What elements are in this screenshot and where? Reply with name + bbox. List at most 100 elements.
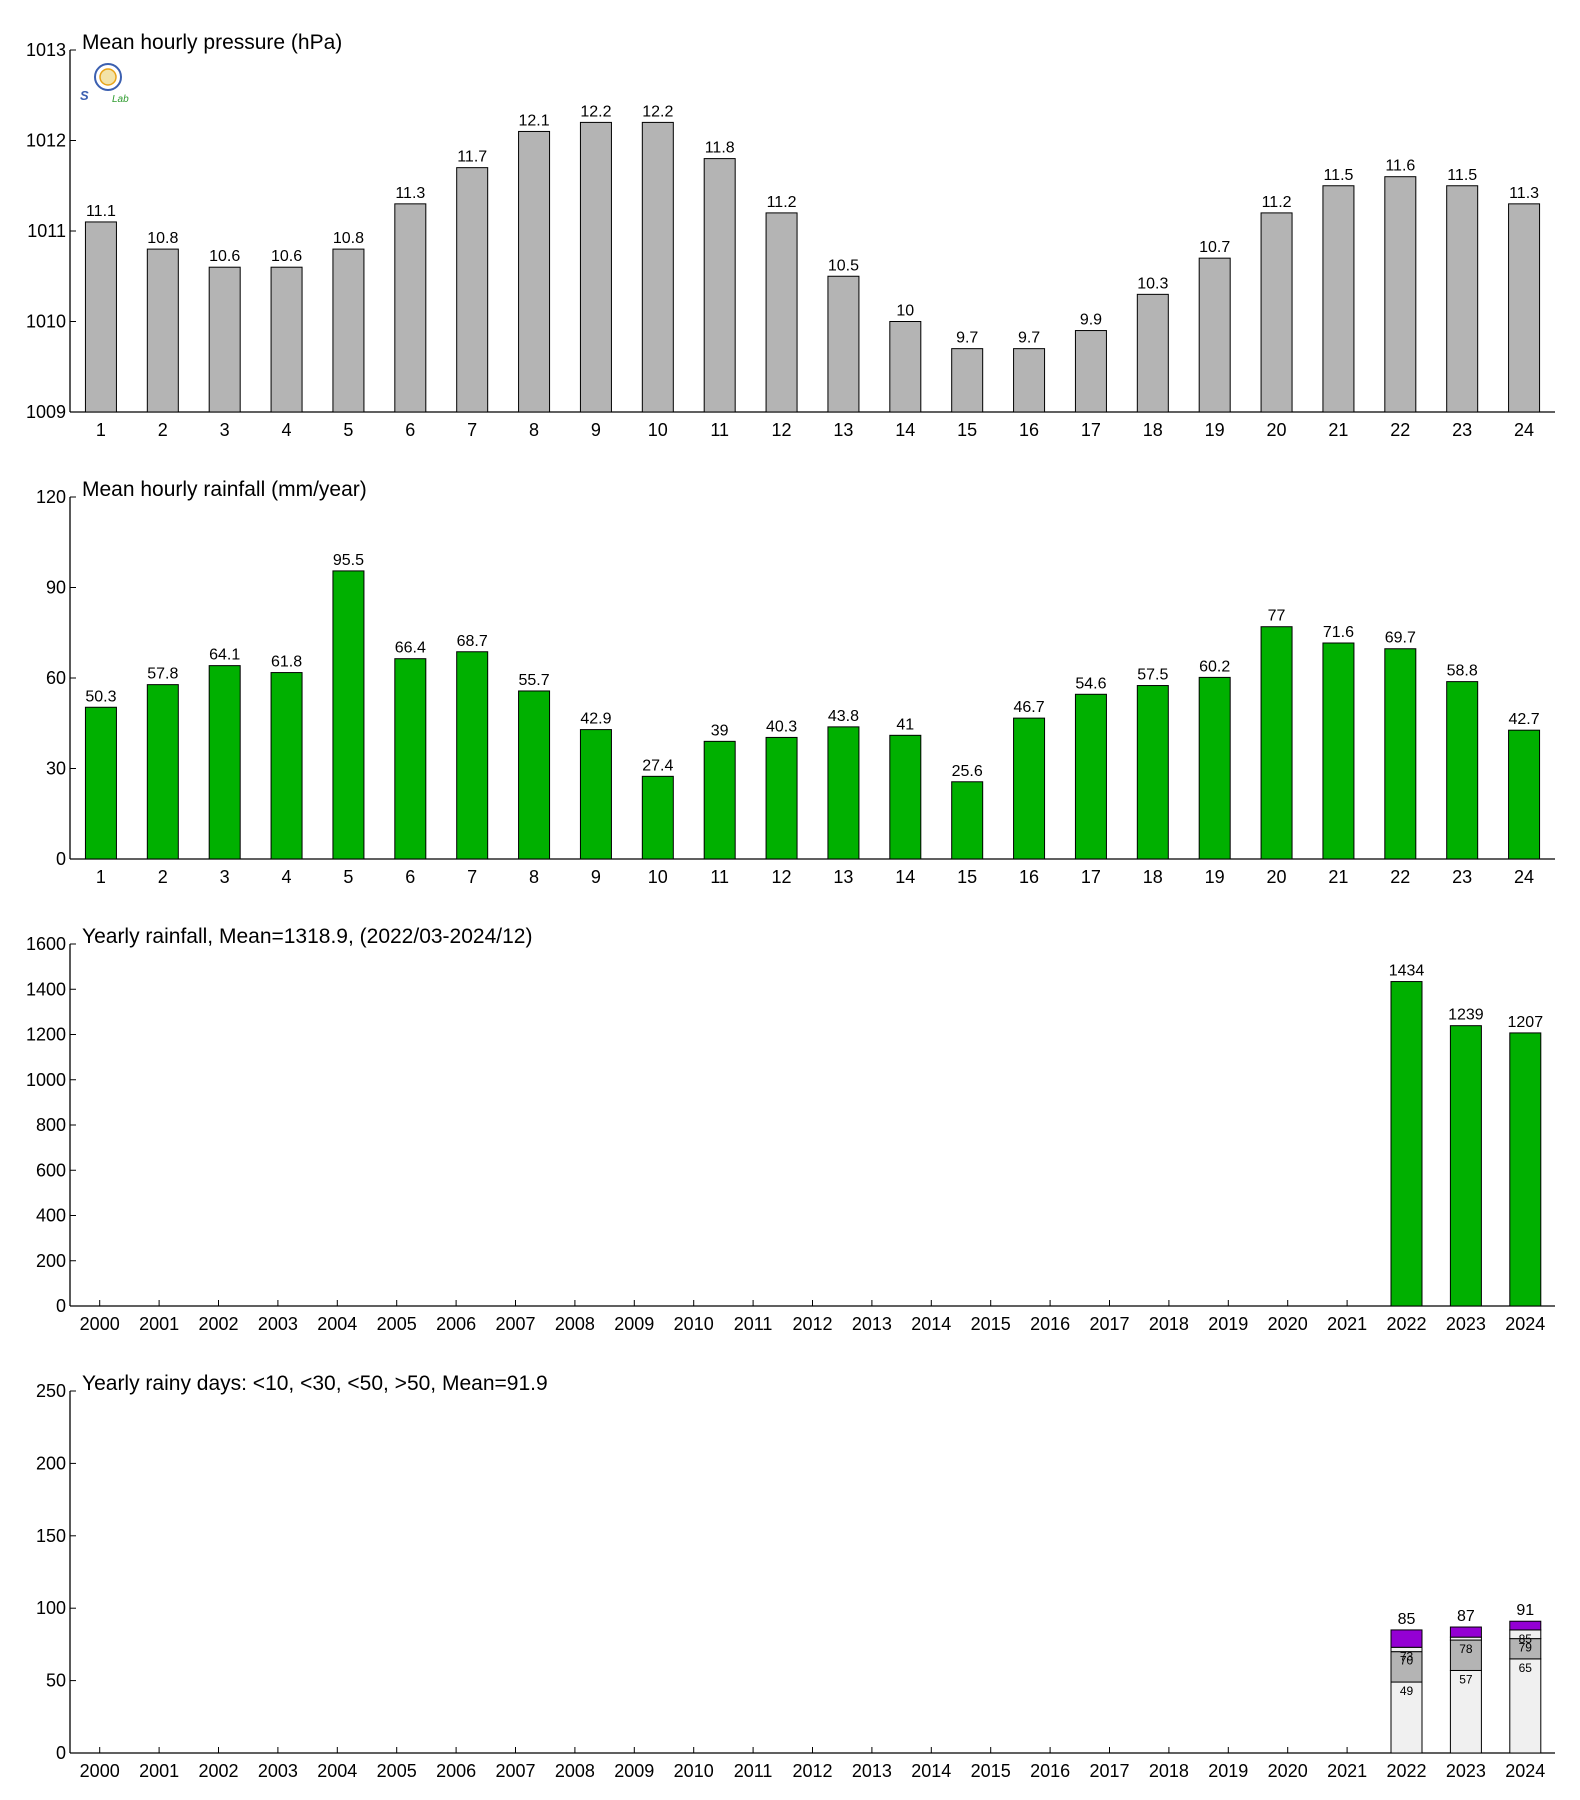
bar-value-label: 64.1 <box>209 647 240 664</box>
bar <box>1260 626 1293 860</box>
bar-value-label: 10.7 <box>1199 239 1230 256</box>
x-tick-label: 18 <box>1143 867 1163 887</box>
bar-value-label: 10.5 <box>828 257 859 274</box>
x-tick-label: 23 <box>1452 420 1472 440</box>
bar-value-label: 39 <box>711 722 729 739</box>
bar <box>641 121 674 413</box>
bar-value-label: 11.5 <box>1323 167 1353 184</box>
bar-value-label: 11.3 <box>395 185 425 202</box>
bar-value-label: 68.7 <box>457 633 488 650</box>
bar-value-label: 40.3 <box>766 718 797 735</box>
bar <box>1384 648 1417 860</box>
bar <box>889 734 922 860</box>
x-tick-label: 2 <box>158 867 168 887</box>
x-tick-label: 24 <box>1514 867 1534 887</box>
bar <box>146 684 179 860</box>
x-tick-label: 2019 <box>1208 1761 1248 1781</box>
x-tick-label: 6 <box>405 420 415 440</box>
bar-value-label: 11.5 <box>1447 167 1477 184</box>
x-tick-label: 14 <box>895 420 915 440</box>
bar <box>1322 185 1355 413</box>
x-tick-label: 8 <box>529 420 539 440</box>
x-tick-label: 2018 <box>1149 1761 1189 1781</box>
bar-value-label: 69.7 <box>1385 630 1416 647</box>
bar-value-label: 11.2 <box>1262 194 1292 211</box>
x-tick-label: 2007 <box>495 1314 535 1334</box>
bar-value-label: 12.2 <box>580 103 611 120</box>
bar-value-label: 61.8 <box>271 654 302 671</box>
x-tick-label: 2019 <box>1208 1314 1248 1334</box>
bar-value-label: 1207 <box>1508 1014 1544 1031</box>
x-tick-label: 8 <box>529 867 539 887</box>
x-tick-label: 1 <box>96 867 106 887</box>
x-tick-label: 2009 <box>614 1761 654 1781</box>
bar <box>270 672 303 860</box>
x-tick-label: 13 <box>833 420 853 440</box>
x-tick-label: 2012 <box>792 1761 832 1781</box>
x-tick-label: 11 <box>710 420 729 440</box>
y-tick-label: 1400 <box>26 979 66 999</box>
bar <box>765 212 798 413</box>
x-tick-label: 2002 <box>198 1761 238 1781</box>
bar <box>1322 642 1355 860</box>
bar-total-label: 91 <box>1516 1602 1534 1619</box>
bar-value-label: 1239 <box>1448 1007 1484 1024</box>
bar <box>208 266 241 413</box>
bar-value-label: 9.7 <box>1018 330 1040 347</box>
stack-inner-label: 70 <box>1400 1654 1414 1668</box>
x-tick-label: 13 <box>833 867 853 887</box>
y-tick-label: 1012 <box>26 131 66 151</box>
y-tick-label: 600 <box>36 1160 66 1180</box>
bar <box>1074 330 1107 413</box>
x-tick-label: 2010 <box>674 1314 714 1334</box>
bar-value-label: 1434 <box>1389 963 1425 980</box>
x-tick-label: 2023 <box>1446 1761 1486 1781</box>
bar-value-label: 43.8 <box>828 708 859 725</box>
logo-text-bottom: Lab <box>112 94 129 105</box>
y-tick-label: 1000 <box>26 1070 66 1090</box>
bar <box>1384 176 1417 413</box>
x-tick-label: 2006 <box>436 1314 476 1334</box>
bar-value-label: 66.4 <box>395 640 426 657</box>
bar <box>1509 1032 1542 1307</box>
bar-value-label: 11.7 <box>457 149 487 166</box>
x-tick-label: 2007 <box>495 1761 535 1781</box>
bar-value-label: 9.9 <box>1080 312 1102 329</box>
y-tick-label: 0 <box>56 849 66 869</box>
x-tick-label: 1 <box>96 420 106 440</box>
bar-value-label: 11.8 <box>705 140 735 157</box>
bar-value-label: 10.8 <box>333 230 364 247</box>
x-tick-label: 3 <box>220 420 230 440</box>
bar <box>394 658 427 860</box>
x-tick-label: 2020 <box>1268 1761 1308 1781</box>
bar <box>332 570 365 860</box>
x-tick-label: 15 <box>957 867 977 887</box>
x-tick-label: 2016 <box>1030 1314 1070 1334</box>
x-tick-label: 21 <box>1328 420 1348 440</box>
bar <box>208 665 241 860</box>
x-tick-label: 2004 <box>317 1314 357 1334</box>
x-tick-label: 4 <box>282 867 292 887</box>
x-tick-label: 2003 <box>258 1314 298 1334</box>
bar <box>889 321 922 413</box>
x-tick-label: 2001 <box>139 1314 179 1334</box>
bar <box>827 726 860 860</box>
x-tick-label: 2005 <box>377 1314 417 1334</box>
bar <box>1074 693 1107 860</box>
bar <box>765 736 798 860</box>
x-tick-label: 2001 <box>139 1761 179 1781</box>
x-tick-label: 2008 <box>555 1314 595 1334</box>
stack-inner-label: 79 <box>1519 1641 1533 1655</box>
x-tick-label: 2002 <box>198 1314 238 1334</box>
bar <box>518 130 551 413</box>
bar <box>270 266 303 413</box>
chart-title: Yearly rainy days: <10, <30, <50, >50, M… <box>82 1372 548 1395</box>
x-tick-label: 2003 <box>258 1761 298 1781</box>
x-tick-label: 4 <box>282 420 292 440</box>
y-tick-label: 800 <box>36 1115 66 1135</box>
y-tick-label: 1010 <box>26 312 66 332</box>
x-tick-label: 16 <box>1019 867 1039 887</box>
stack-segment-1 <box>1509 1658 1542 1754</box>
x-tick-label: 2000 <box>80 1761 120 1781</box>
